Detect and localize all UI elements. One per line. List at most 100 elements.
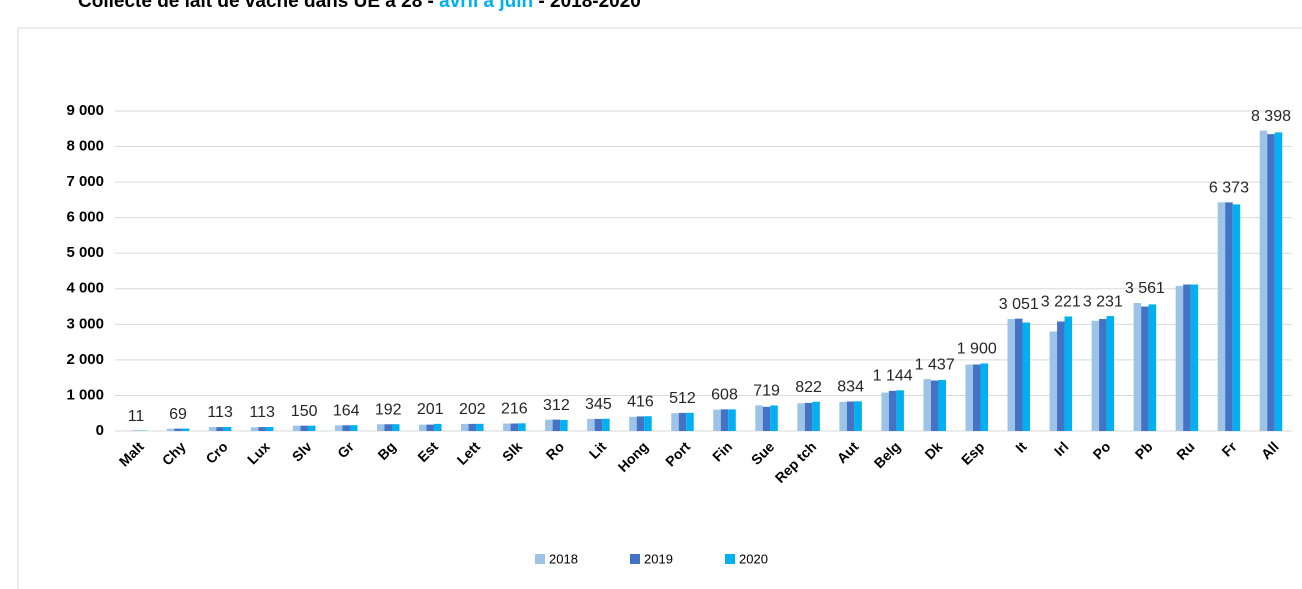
bar [1190, 284, 1199, 431]
chart-title: Collecte de lait de vache dans UE à 28 -… [78, 0, 641, 12]
bar [1175, 285, 1184, 431]
bar [1015, 318, 1023, 431]
value-label: 345 [585, 396, 612, 413]
bar [671, 413, 679, 431]
bar [208, 427, 217, 431]
bar [265, 426, 274, 431]
bar [1217, 202, 1226, 431]
bar [250, 427, 259, 431]
x-tick-label: Lit [586, 438, 610, 462]
bar [686, 412, 694, 431]
x-tick-label: Po [1090, 438, 1114, 462]
legend-swatch [535, 554, 545, 564]
x-tick-label: Esp [958, 438, 987, 467]
bar [1267, 134, 1275, 431]
bar [896, 390, 904, 431]
x-tick-label: Ru [1173, 438, 1198, 463]
legend-swatch [725, 554, 735, 564]
bar [307, 425, 316, 431]
value-label: 512 [669, 390, 696, 407]
bar [636, 416, 645, 431]
bar [223, 426, 232, 431]
y-tick-label: 8 000 [66, 138, 104, 155]
bar [888, 390, 897, 431]
bar [1259, 130, 1268, 432]
bar [972, 364, 981, 431]
bar [602, 418, 610, 431]
x-tick-label: Est [414, 438, 441, 465]
legend-swatch [630, 554, 640, 564]
y-tick-label: 7 000 [66, 173, 104, 190]
bar [938, 379, 946, 431]
bar [419, 424, 427, 431]
value-label: 719 [753, 383, 780, 400]
bar [923, 379, 931, 431]
bar [181, 428, 190, 431]
y-tick-label: 4 000 [66, 280, 104, 297]
bar [384, 424, 392, 431]
bar [1064, 316, 1073, 431]
value-label: 608 [711, 387, 738, 404]
x-tick-label: Rep tch [772, 438, 820, 486]
bar [762, 406, 771, 431]
bar [434, 423, 442, 431]
y-tick-label: 5 000 [66, 244, 104, 261]
bar [426, 424, 435, 431]
bar [980, 363, 988, 431]
bar [1106, 316, 1115, 431]
bar [755, 405, 763, 431]
x-tick-label: Pb [1132, 438, 1156, 462]
bar [770, 405, 778, 431]
y-tick-label: 9 000 [66, 102, 104, 119]
bar [678, 412, 687, 431]
x-tick-label: Fr [1218, 438, 1240, 460]
x-tick-label: Slv [289, 438, 315, 464]
value-label: 1 144 [873, 368, 913, 385]
bar [587, 418, 595, 431]
bar [1183, 284, 1191, 431]
bar [476, 423, 484, 431]
value-label: 164 [333, 402, 360, 419]
value-label: 8 398 [1251, 108, 1291, 125]
x-tick-label: Aut [834, 438, 862, 466]
y-tick-label: 6 000 [66, 209, 104, 226]
value-label: 150 [291, 403, 318, 420]
chart-frame [17, 27, 1302, 589]
bar [510, 423, 519, 431]
value-label: 202 [459, 401, 486, 418]
value-label: 192 [375, 401, 402, 418]
value-label: 3 561 [1125, 280, 1165, 297]
x-tick-label: Bg [374, 438, 399, 463]
bar [1141, 306, 1149, 431]
value-label: 3 221 [1041, 294, 1081, 311]
bar [644, 416, 652, 431]
x-tick-label: Lux [244, 438, 273, 467]
x-tick-label: Belg [871, 438, 904, 471]
value-label: 834 [837, 379, 864, 396]
bar [166, 428, 175, 431]
value-label: 6 373 [1209, 180, 1249, 197]
bar [812, 401, 820, 431]
value-label: 11 [128, 408, 145, 425]
bar [1274, 132, 1283, 431]
bar [391, 424, 400, 431]
bar [804, 402, 813, 431]
value-label: 113 [207, 404, 233, 421]
value-label: 3 051 [999, 296, 1039, 313]
x-tick-label: Lett [454, 438, 484, 468]
bar [713, 409, 721, 431]
bar [174, 428, 182, 431]
title-part: - 2018-2020 [533, 0, 641, 12]
bar [1049, 331, 1058, 431]
bar [468, 423, 477, 431]
x-tick-label: Irl [1051, 438, 1072, 459]
value-label: 216 [501, 401, 528, 418]
y-tick-label: 1 000 [66, 386, 104, 403]
legend-label: 2020 [739, 551, 768, 566]
value-label: 1 900 [957, 341, 997, 358]
x-tick-label: It [1012, 438, 1030, 456]
value-label: 201 [417, 401, 444, 418]
bar [629, 416, 637, 431]
x-tick-label: Gr [334, 438, 357, 461]
